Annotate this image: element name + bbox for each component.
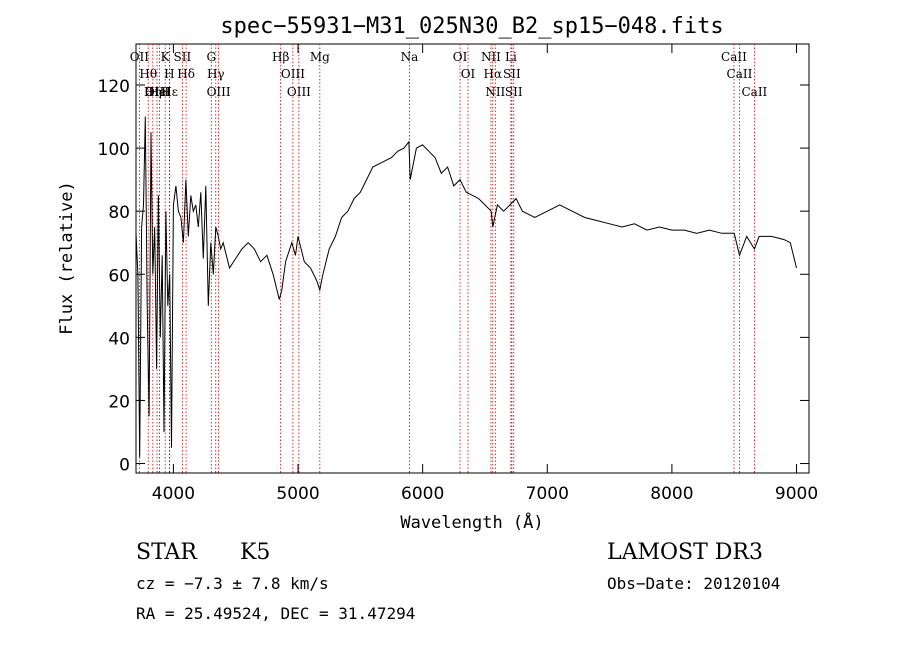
redshift-velocity: cz = −7.3 ± 7.8 km/s bbox=[136, 574, 329, 593]
line-marker-label: OII bbox=[130, 50, 150, 64]
y-tick-label: 40 bbox=[108, 329, 130, 349]
line-marker-label: Hε bbox=[161, 85, 178, 99]
y-axis-label: Flux (relative) bbox=[57, 181, 77, 335]
axis-ticks: 4000 5000 6000 7000 8000 9000 0 20 40 60 80 100 120 bbox=[98, 44, 818, 504]
chart-title: spec−55931−M31_025N30_B2_sp15−048.fits bbox=[220, 14, 723, 39]
line-marker-label: NII bbox=[481, 50, 501, 64]
line-marker-label: Li bbox=[505, 50, 517, 64]
line-marker-label: Mg bbox=[310, 50, 330, 64]
y-tick-label: 20 bbox=[108, 392, 130, 412]
y-tick-label: 60 bbox=[108, 266, 130, 286]
y-tick-label: 80 bbox=[108, 203, 130, 223]
line-marker-label: CaII bbox=[727, 67, 753, 81]
line-marker-label: Hη bbox=[144, 85, 162, 99]
object-class: STAR bbox=[136, 540, 197, 565]
x-tick-label: 7000 bbox=[526, 484, 569, 504]
line-marker-label: OIII bbox=[287, 85, 311, 99]
line-marker-label: OIII bbox=[281, 67, 305, 81]
spectrum-line bbox=[135, 116, 797, 458]
y-tick-label: 0 bbox=[119, 456, 130, 476]
line-marker-label: SII bbox=[503, 67, 521, 81]
line-marker-label: HeI bbox=[148, 85, 171, 99]
spectral-subclass: K5 bbox=[240, 540, 271, 565]
x-tick-label: 8000 bbox=[650, 484, 693, 504]
line-marker-label: OIII bbox=[207, 85, 231, 99]
line-marker-label: Hθ bbox=[139, 67, 157, 81]
observation-date: Obs−Date: 20120104 bbox=[607, 574, 781, 593]
x-tick-label: 6000 bbox=[401, 484, 444, 504]
line-marker-label: Na bbox=[401, 50, 419, 64]
line-marker-label: Hγ bbox=[207, 67, 225, 81]
plot-frame bbox=[135, 43, 810, 474]
y-tick-label: 120 bbox=[98, 77, 130, 97]
line-marker-label: G bbox=[206, 50, 216, 64]
x-tick-label: 4000 bbox=[152, 484, 195, 504]
survey-name: LAMOST DR3 bbox=[607, 540, 763, 565]
line-marker-label: OIII bbox=[145, 85, 169, 99]
line-marker-label: Hβ bbox=[272, 50, 289, 64]
x-axis-label: Wavelength (Å) bbox=[400, 511, 543, 533]
line-marker-label: CaII bbox=[741, 85, 767, 99]
line-marker-label: OI bbox=[461, 67, 476, 81]
x-tick-label: 5000 bbox=[276, 484, 319, 504]
sky-coordinates: RA = 25.49524, DEC = 31.47294 bbox=[136, 604, 416, 623]
x-tick-label: 9000 bbox=[775, 484, 818, 504]
line-marker-label: CaII bbox=[721, 50, 747, 64]
line-marker-label: OI bbox=[453, 50, 468, 64]
line-marker-label: SII bbox=[174, 50, 192, 64]
line-marker-label: Hδ bbox=[177, 67, 195, 81]
y-tick-label: 100 bbox=[98, 140, 130, 160]
line-marker-label: Hα bbox=[484, 67, 503, 81]
line-marker-label: SII bbox=[505, 85, 523, 99]
line-marker-label: K bbox=[161, 50, 171, 64]
line-marker-label: H bbox=[164, 67, 174, 81]
line-markers: OIIHθHηOIIIHeIKHHεSIIHδGHγOIIIHβOIIIOIII… bbox=[130, 44, 768, 473]
line-marker-label: NII bbox=[485, 85, 505, 99]
